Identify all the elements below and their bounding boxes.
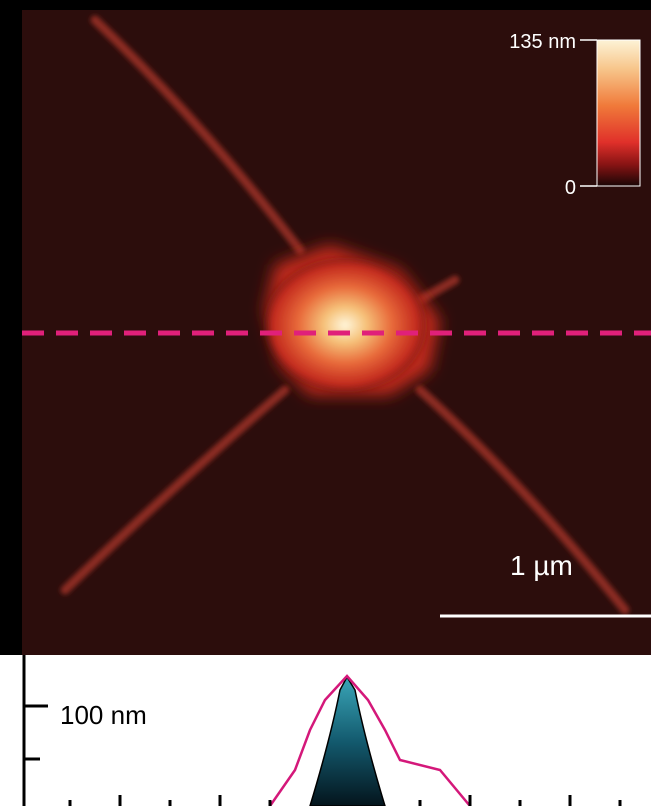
scale-bar-label: 1 µm [510,550,573,581]
profile-peak [310,677,385,806]
figure: 135 nm 0 1 µm 100 nm [0,0,651,806]
colorbar [597,40,640,186]
profile-axis-label: 100 nm [60,700,147,730]
colorbar-max: 135 nm [509,31,576,53]
colorbar-min: 0 [565,177,576,199]
profile-margin [0,655,22,806]
particle [260,255,430,395]
